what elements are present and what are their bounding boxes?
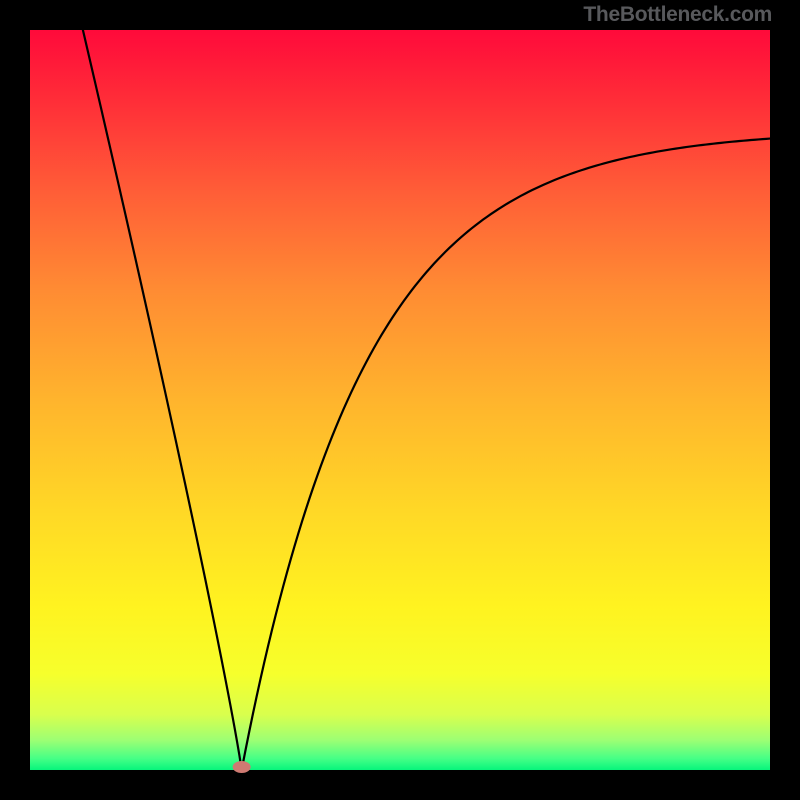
plot-background [30,30,770,770]
watermark-text: TheBottleneck.com [583,3,772,27]
chart-frame: TheBottleneck.com [0,0,800,800]
vertex-marker [233,761,251,773]
bottleneck-chart [0,0,800,800]
